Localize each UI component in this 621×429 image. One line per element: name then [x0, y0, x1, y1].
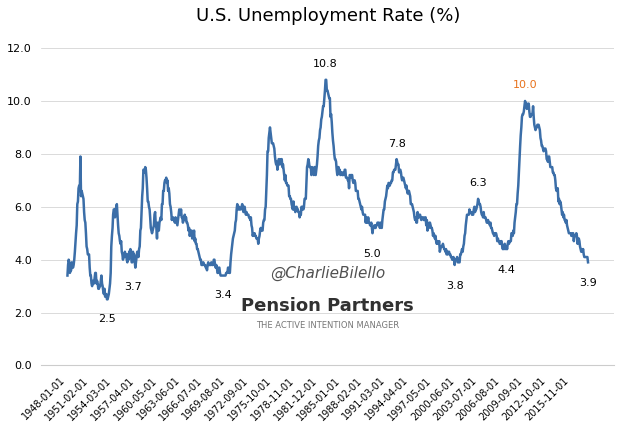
- Text: 4.4: 4.4: [497, 265, 515, 275]
- Text: 7.8: 7.8: [388, 139, 406, 148]
- Text: 3.7: 3.7: [125, 282, 142, 292]
- Text: 3.8: 3.8: [446, 281, 463, 291]
- Text: 3.9: 3.9: [579, 278, 597, 288]
- Text: 10.0: 10.0: [513, 80, 537, 91]
- Text: 3.4: 3.4: [214, 290, 232, 300]
- Text: 2.5: 2.5: [98, 314, 116, 324]
- Text: Pension Partners: Pension Partners: [242, 297, 414, 315]
- Text: 6.3: 6.3: [469, 178, 487, 188]
- Text: 5.0: 5.0: [364, 249, 381, 259]
- Text: @CharlieBilello: @CharlieBilello: [270, 265, 386, 281]
- Text: THE ACTIVE INTENTION MANAGER: THE ACTIVE INTENTION MANAGER: [256, 321, 399, 330]
- Title: U.S. Unemployment Rate (%): U.S. Unemployment Rate (%): [196, 7, 460, 25]
- Text: 10.8: 10.8: [313, 59, 338, 69]
